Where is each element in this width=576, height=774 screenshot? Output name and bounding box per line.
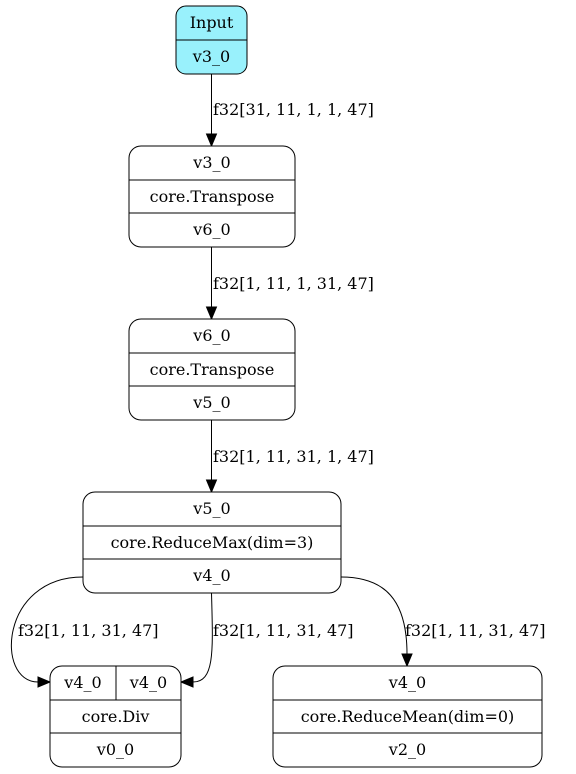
node-reducemean[interactable]: v4_0 core.ReduceMean(dim=0) v2_0 [272, 665, 543, 768]
node-input-port: v6_0 [192, 326, 230, 345]
edge-input-to-transpose1: f32[31, 11, 1, 1, 47] [205, 74, 374, 148]
edge-label: f32[1, 11, 31, 47] [405, 621, 546, 640]
edge-label: f32[1, 11, 31, 47] [18, 621, 159, 640]
node-input-port: v5_0 [192, 499, 230, 518]
edge-label: f32[31, 11, 1, 1, 47] [213, 100, 374, 119]
node-transpose-1[interactable]: v3_0 core.Transpose v6_0 [128, 145, 296, 248]
edge-transpose2-to-reducemax: f32[1, 11, 31, 1, 47] [205, 420, 374, 494]
edge-label: f32[1, 11, 31, 1, 47] [213, 447, 374, 466]
node-input-title: Input [190, 13, 234, 32]
node-reducemax[interactable]: v5_0 core.ReduceMax(dim=3) v4_0 [82, 491, 342, 594]
edge-reducemax-to-div-a: f32[1, 11, 31, 47] [10, 576, 159, 688]
node-transpose-2[interactable]: v6_0 core.Transpose v5_0 [128, 318, 296, 421]
edge-label: f32[1, 11, 31, 47] [213, 621, 354, 640]
node-op-label: core.ReduceMax(dim=3) [111, 533, 314, 552]
edge-transpose1-to-transpose2: f32[1, 11, 1, 31, 47] [205, 247, 374, 321]
node-op-label: core.Transpose [150, 187, 275, 206]
node-input-port: v3_0 [192, 153, 230, 172]
edge-reducemax-to-reducemean: f32[1, 11, 31, 47] [340, 576, 546, 668]
node-op-label: core.Div [82, 707, 150, 726]
edge-reducemax-to-div-b: f32[1, 11, 31, 47] [179, 592, 354, 688]
node-input[interactable]: Input v3_0 [175, 5, 248, 75]
node-input-port: v4_0 [388, 673, 426, 692]
edge-label: f32[1, 11, 1, 31, 47] [213, 274, 374, 293]
node-output-port: v0_0 [96, 740, 134, 759]
node-output-port: v2_0 [388, 740, 426, 759]
node-div[interactable]: v4_0 v4_0 core.Div v0_0 [49, 665, 182, 768]
node-output-port: v5_0 [192, 393, 230, 412]
node-output-port: v6_0 [192, 220, 230, 239]
node-op-label: core.ReduceMean(dim=0) [301, 707, 515, 726]
node-output-port: v4_0 [192, 566, 230, 585]
node-op-label: core.Transpose [150, 360, 275, 379]
node-input-port-b: v4_0 [129, 673, 167, 692]
node-input-output: v3_0 [192, 47, 230, 66]
node-input-port-a: v4_0 [63, 673, 101, 692]
